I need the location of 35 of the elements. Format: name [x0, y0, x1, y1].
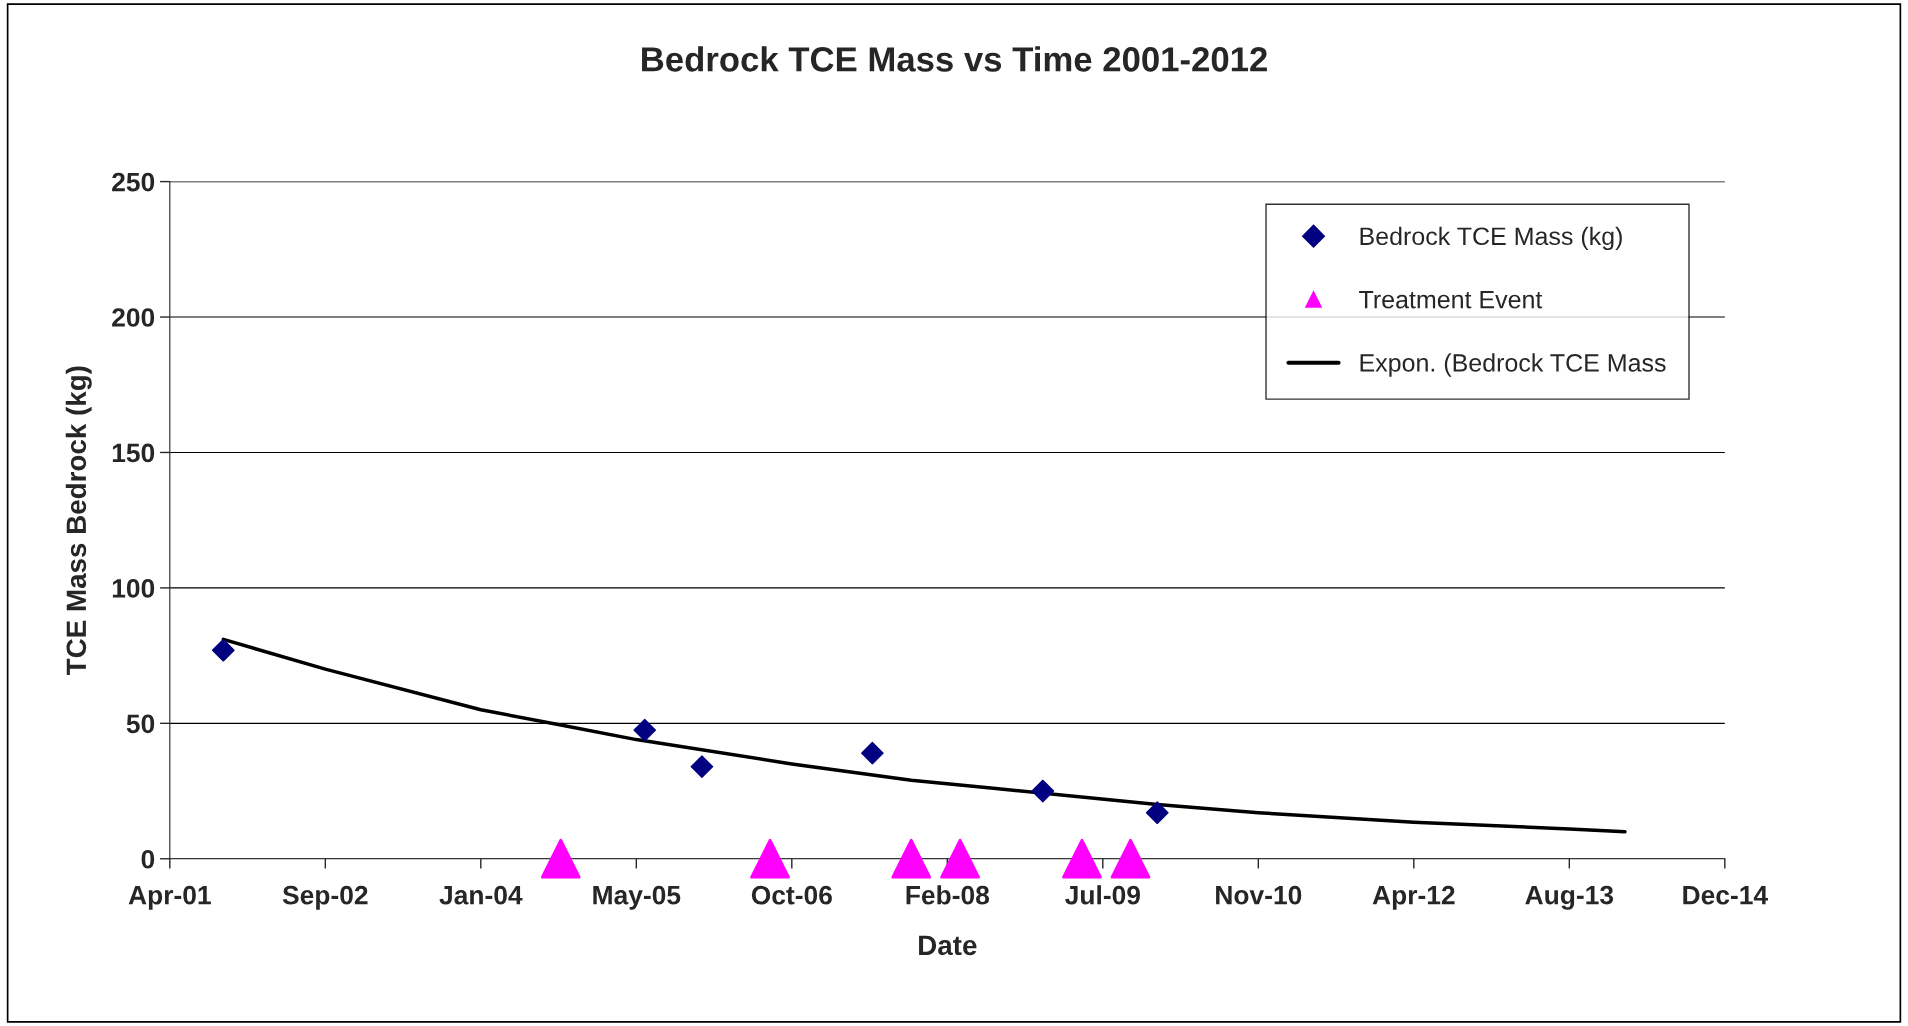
point — [1062, 838, 1102, 879]
y-tick-label: 0 — [141, 849, 155, 869]
chart-title: Bedrock TCE Mass vs Time 2001-2012 — [642, 46, 1267, 72]
point — [1031, 779, 1055, 803]
x-tick-label: Nov-10 — [1216, 885, 1302, 905]
legend-label: Treatment Event — [1359, 290, 1543, 309]
x-tick-label: Feb-08 — [906, 885, 990, 905]
x-tick-label: Jan-04 — [439, 885, 523, 905]
point — [861, 741, 884, 765]
y-tick-label: 250 — [112, 172, 155, 192]
y-tick-label: 100 — [112, 579, 155, 598]
point — [540, 838, 581, 879]
y-tick-label: 150 — [112, 443, 155, 463]
x-tick-label: Sep-02 — [282, 885, 368, 910]
x-tick-label: Apr-12 — [1372, 885, 1455, 910]
legend-label: Expon. (Bedrock TCE Mass — [1360, 353, 1666, 377]
x-tick-label: Jul-09 — [1065, 885, 1140, 905]
x-tick-label: Aug-13 — [1525, 885, 1614, 910]
y-axis-title: TCE Mass Bedrock (kg) — [65, 366, 92, 675]
x-tick-label: Apr-01 — [128, 885, 211, 910]
point — [633, 718, 657, 742]
x-tick-label: Oct-06 — [751, 885, 832, 905]
point — [690, 755, 714, 779]
legend-label: Bedrock TCE Mass (kg) — [1360, 226, 1622, 251]
y-tick-label: 200 — [112, 308, 155, 327]
point — [1110, 838, 1151, 879]
x-axis-title: Date — [919, 935, 977, 956]
y-tick-label: 50 — [126, 714, 155, 734]
point — [940, 838, 980, 879]
x-tick-label: May-05 — [593, 885, 681, 910]
x-tick-label: Dec-14 — [1683, 886, 1768, 905]
point — [891, 838, 932, 879]
point — [750, 838, 790, 879]
point — [211, 638, 235, 662]
point — [1145, 801, 1169, 825]
